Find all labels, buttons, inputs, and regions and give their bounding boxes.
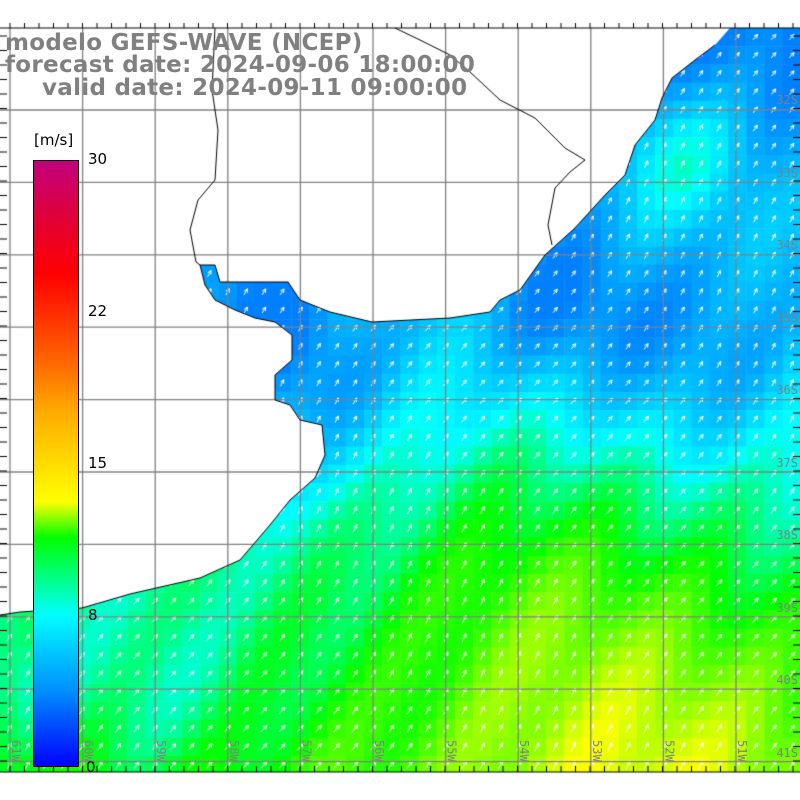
valid-date: valid date: 2024-09-11 09:00:00 — [42, 75, 468, 101]
colorbar-tick: 0 — [86, 758, 96, 776]
longitude-label: 52W — [662, 740, 677, 762]
colorbar-lower — [33, 614, 79, 767]
colorbar-tick: 8 — [88, 606, 98, 624]
longitude-label: 54W — [517, 740, 532, 762]
longitude-label: 51W — [735, 740, 749, 762]
longitude-label: 61W — [9, 740, 23, 762]
longitude-label: 56W — [372, 740, 386, 762]
longitude-label: 57W — [299, 740, 314, 762]
latitude-label: 37S — [776, 455, 798, 470]
latitude-label: 39S — [776, 600, 798, 615]
longitude-label: 59W — [154, 740, 169, 762]
longitude-label: 55W — [444, 740, 459, 762]
latitude-label: 34S — [776, 238, 798, 252]
longitude-label: 53W — [589, 740, 604, 762]
latitude-label: 36S — [776, 383, 798, 397]
colorbar-tick: 30 — [88, 150, 108, 168]
colorbar-units: [m/s] — [34, 131, 74, 149]
forecast-date: forecast date: 2024-09-06 18:00:00 — [5, 52, 476, 78]
longitude-label: 58W — [226, 740, 241, 762]
latitude-label: 38S — [776, 528, 798, 542]
longitude-label: 60W — [81, 740, 96, 762]
colorbar-tick: 15 — [88, 454, 108, 472]
model-title: modelo GEFS-WAVE (NCEP) — [5, 30, 363, 56]
latitude-label: 33S — [776, 165, 798, 180]
latitude-label: 41S — [776, 745, 798, 760]
colorbar-upper — [33, 160, 79, 616]
latitude-label: 35S — [776, 310, 798, 325]
latitude-label: 32S — [776, 93, 798, 107]
latitude-label: 40S — [776, 673, 798, 687]
colorbar-tick: 22 — [88, 302, 108, 320]
